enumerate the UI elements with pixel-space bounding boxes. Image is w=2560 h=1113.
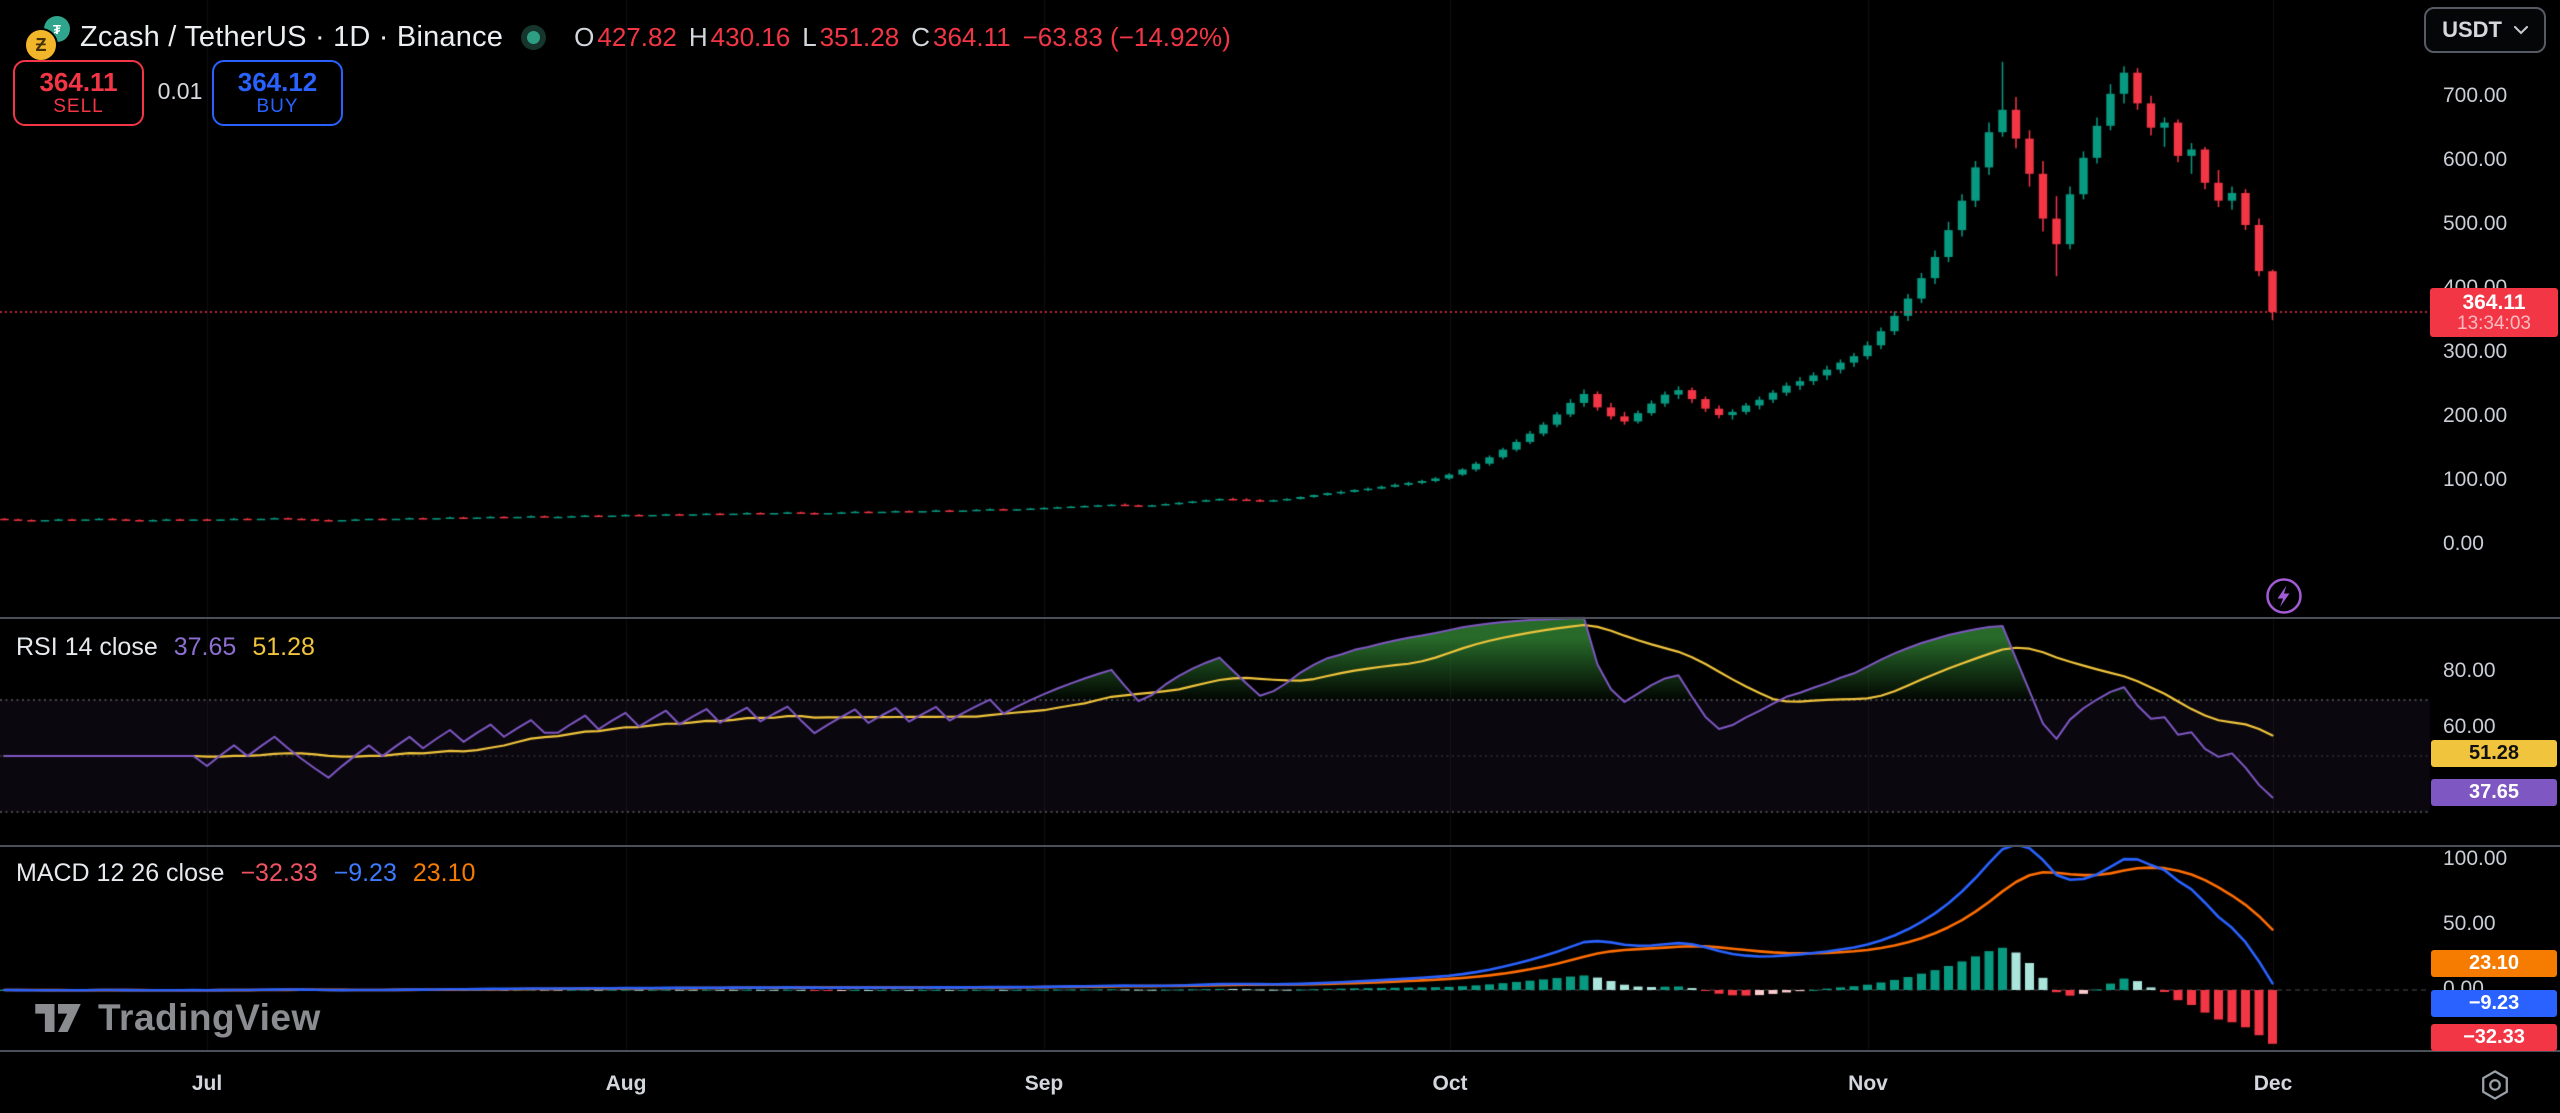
rsi-ma-value: 51.28 — [252, 633, 315, 661]
pane-separator-main-rsi[interactable] — [0, 617, 2560, 619]
ohlc-values: O 427.82 H 430.16 L 351.28 C 364.11 −63.83 (… — [562, 22, 1231, 53]
market-status-icon[interactable] — [521, 24, 547, 50]
watermark-text: TradingView — [98, 997, 321, 1038]
buy-price: 364.12 — [237, 67, 318, 98]
close-value: 364.11 — [932, 21, 1011, 52]
time-axis-month-label: Nov — [1848, 1072, 1888, 1095]
macd-axis-badge: −9.23 — [2431, 990, 2557, 1017]
price-axis-label: 500.00 — [2443, 212, 2508, 235]
spread-value: 0.01 — [157, 78, 203, 104]
low-label: L — [802, 21, 817, 52]
time-axis-separator — [0, 1050, 2560, 1052]
zcash-glyph: Ƶ — [35, 34, 47, 55]
rsi-axis-label: 60.00 — [2443, 715, 2496, 738]
buy-button[interactable]: 364.12 BUY — [212, 60, 343, 126]
buy-label: BUY — [256, 95, 299, 117]
tradingview-watermark: TradingView — [30, 996, 321, 1040]
macd-title: MACD 12 26 close — [16, 859, 225, 887]
rsi-axis-badge: 37.65 — [2431, 779, 2557, 806]
macd-line-value: −9.23 — [333, 859, 397, 887]
tradingview-logo-icon — [35, 1004, 81, 1032]
rsi-axis-label: 80.00 — [2443, 659, 2496, 682]
sell-price: 364.11 — [39, 67, 118, 98]
open-value: 427.82 — [597, 21, 677, 52]
macd-axis-label: 100.00 — [2443, 847, 2508, 870]
zcash-logo-icon: Ƶ — [24, 28, 58, 62]
instant-order-button[interactable] — [2264, 576, 2304, 616]
last-price-value: 364.11 — [2462, 290, 2526, 314]
macd-axis-label: 50.00 — [2443, 912, 2496, 935]
price-axis-label: 100.00 — [2443, 468, 2508, 491]
lightning-icon — [2266, 578, 2302, 614]
currency-label: USDT — [2442, 17, 2502, 42]
price-axis-label: 0.00 — [2443, 532, 2484, 555]
tether-glyph: ₮ — [53, 21, 61, 37]
open-label: O — [574, 21, 595, 52]
chevron-down-icon — [2514, 25, 2528, 34]
price-axis-label: 200.00 — [2443, 404, 2508, 427]
macd-legend[interactable]: MACD 12 26 close −32.33 −9.23 23.10 — [16, 859, 475, 888]
time-axis-month-label: Aug — [605, 1072, 647, 1095]
change-value: −63.83 (−14.92%) — [1022, 21, 1231, 52]
symbol-logo-pair: ₮ Ƶ — [16, 14, 72, 62]
rsi-axis-badge: 51.28 — [2431, 740, 2557, 767]
macd-axis-badge: −32.33 — [2431, 1024, 2557, 1051]
sell-button[interactable]: 364.11 SELL — [13, 60, 144, 126]
gear-icon — [2482, 1070, 2508, 1100]
rsi-legend[interactable]: RSI 14 close 37.65 51.28 — [16, 633, 315, 662]
last-price-badge: 364.11 13:34:03 — [2430, 288, 2558, 337]
time-axis-settings-button[interactable] — [2478, 1068, 2512, 1102]
time-axis-month-label: Jul — [191, 1072, 223, 1095]
macd-hist-value: −32.33 — [240, 859, 318, 887]
price-axis-label: 700.00 — [2443, 84, 2508, 107]
rsi-value: 37.65 — [173, 633, 237, 661]
macd-axis-badge: 23.10 — [2431, 950, 2557, 977]
low-value: 351.28 — [819, 21, 900, 52]
price-axis-label: 600.00 — [2443, 148, 2508, 171]
pane-separator-rsi-macd[interactable] — [0, 845, 2560, 847]
symbol-title[interactable]: Zcash / TetherUS · 1D · Binance — [80, 20, 504, 53]
currency-dropdown[interactable]: USDT — [2424, 7, 2546, 53]
time-axis-month-label: Oct — [1432, 1072, 1468, 1095]
high-value: 430.16 — [710, 21, 791, 52]
sell-label: SELL — [53, 95, 104, 117]
macd-signal-value: 23.10 — [412, 859, 476, 887]
rsi-title: RSI 14 close — [16, 633, 158, 661]
time-axis-month-label: Sep — [1024, 1072, 1064, 1095]
candle-countdown: 13:34:03 — [2457, 312, 2531, 334]
time-axis-month-label: Dec — [2253, 1072, 2293, 1095]
close-label: C — [911, 21, 930, 52]
price-axis-label: 300.00 — [2443, 340, 2508, 363]
high-label: H — [688, 21, 708, 52]
chart-header: ₮ Ƶ Zcash / TetherUS · 1D · Binance O 427… — [16, 14, 1231, 62]
